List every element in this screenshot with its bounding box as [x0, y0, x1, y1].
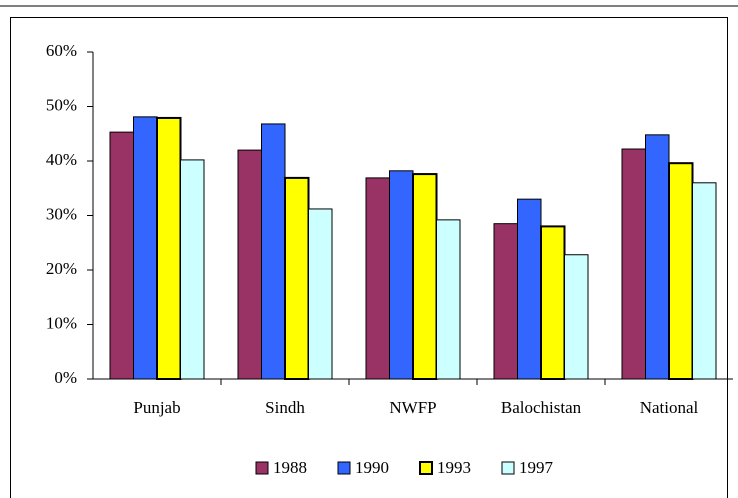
y-tick-label: 10%	[46, 313, 77, 332]
bar	[692, 182, 717, 380]
bar	[261, 123, 286, 380]
bar	[109, 131, 134, 380]
bar	[645, 134, 670, 380]
y-tick-label: 60%	[46, 41, 77, 60]
bar	[621, 148, 646, 380]
bar	[284, 176, 310, 380]
y-tick-label: 0%	[54, 368, 77, 387]
bar	[156, 116, 182, 380]
bar	[493, 223, 518, 380]
y-tick-label: 40%	[46, 150, 77, 169]
x-tick-label: NWFP	[389, 398, 436, 417]
legend-swatch	[419, 461, 433, 475]
x-tick-label: Sindh	[265, 398, 305, 417]
chart-frame	[10, 17, 728, 498]
legend-swatch	[255, 461, 269, 475]
x-tick-label: Balochistan	[501, 398, 582, 417]
y-tick-label: 50%	[46, 95, 77, 114]
legend-label: 1988	[273, 458, 307, 477]
y-tick-label: 20%	[46, 259, 77, 278]
bar	[668, 162, 694, 380]
legend-label: 1993	[437, 458, 471, 477]
bar	[133, 116, 158, 380]
bar	[436, 219, 461, 380]
y-tick-label: 30%	[46, 204, 77, 223]
bar	[365, 177, 390, 380]
bar	[180, 159, 205, 380]
bar	[389, 170, 414, 380]
x-tick-label: Punjab	[133, 398, 180, 417]
bar	[564, 254, 589, 380]
legend-label: 1990	[355, 458, 389, 477]
bar	[517, 198, 542, 380]
bar	[237, 149, 262, 380]
legend-label: 1997	[519, 458, 554, 477]
bar	[308, 208, 333, 380]
bar	[412, 173, 438, 380]
legend-swatch	[337, 461, 351, 475]
legend-swatch	[501, 461, 515, 475]
x-tick-label: National	[640, 398, 699, 417]
bar	[540, 225, 566, 380]
